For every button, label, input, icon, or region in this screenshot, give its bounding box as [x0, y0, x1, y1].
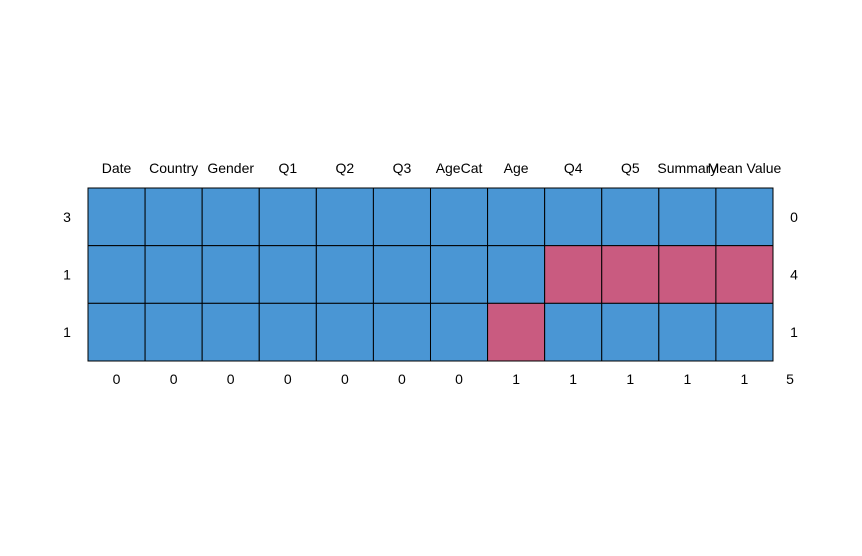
cell-observed: [144, 302, 203, 362]
column-label: Q2: [336, 160, 355, 176]
row-missing-total-label: 4: [790, 267, 798, 283]
column-missing-count-label: 0: [284, 371, 292, 387]
cell-observed: [544, 302, 603, 362]
column-labels: Date Country Gender Q1 Q2 Q3 AgeCat Age Q4 Q5 Summ…: [102, 160, 782, 176]
cell-observed: [658, 187, 717, 247]
cell-observed: [144, 245, 203, 304]
cell-observed: [715, 302, 774, 362]
cell-observed: [315, 302, 374, 362]
row-missing-total-label: 0: [790, 209, 798, 225]
cell-observed: [258, 302, 317, 362]
cell-observed: [372, 302, 431, 362]
column-missing-count-label: 1: [512, 371, 520, 387]
total-missing-label: 5: [786, 371, 794, 387]
cell-observed: [544, 187, 603, 247]
cell-missing: [487, 302, 546, 362]
cell-observed: [87, 187, 146, 247]
column-label: Summary: [657, 160, 717, 176]
cell-observed: [87, 245, 146, 304]
column-label: Age: [504, 160, 529, 176]
column-label: Q3: [393, 160, 412, 176]
cell-observed: [487, 187, 546, 247]
column-label: Country: [149, 160, 198, 176]
cell-missing: [601, 245, 660, 304]
cell-observed: [258, 245, 317, 304]
column-missing-count-label: 1: [569, 371, 577, 387]
column-label: Q4: [564, 160, 583, 176]
column-missing-count-label: 1: [626, 371, 634, 387]
column-label: Mean Value: [708, 160, 782, 176]
cell-missing: [715, 245, 774, 304]
row-count-label: 3: [63, 209, 71, 225]
cell-observed: [201, 302, 260, 362]
column-label: Q5: [621, 160, 640, 176]
row-missing-totals: 0 4 1: [790, 209, 798, 340]
cells-layer: [87, 187, 774, 362]
column-missing-count-label: 0: [455, 371, 463, 387]
cell-observed: [429, 302, 489, 362]
column-missing-count-label: 0: [398, 371, 406, 387]
column-missing-count-label: 0: [227, 371, 235, 387]
cell-missing: [544, 245, 603, 304]
column-label: Gender: [207, 160, 254, 176]
row-count-label: 1: [63, 324, 71, 340]
cell-observed: [487, 245, 546, 304]
cell-observed: [315, 187, 374, 247]
column-missing-count-label: 0: [170, 371, 178, 387]
cell-observed: [315, 245, 374, 304]
column-label: Date: [102, 160, 132, 176]
cell-observed: [429, 187, 489, 247]
column-missing-count-label: 0: [113, 371, 121, 387]
cell-observed: [144, 187, 203, 247]
column-missing-count-label: 1: [741, 371, 749, 387]
cell-observed: [715, 187, 774, 247]
column-missing-count-label: 1: [683, 371, 691, 387]
column-label: Q1: [278, 160, 297, 176]
cell-observed: [87, 302, 146, 362]
row-count-label: 1: [63, 267, 71, 283]
row-missing-total-label: 1: [790, 324, 798, 340]
cell-observed: [201, 245, 260, 304]
cell-observed: [372, 245, 431, 304]
cell-observed: [601, 302, 660, 362]
cell-observed: [601, 187, 660, 247]
cell-observed: [429, 245, 489, 304]
cell-missing: [658, 245, 717, 304]
cell-observed: [372, 187, 431, 247]
column-label: AgeCat: [436, 160, 483, 176]
cell-observed: [258, 187, 317, 247]
cell-observed: [658, 302, 717, 362]
cell-observed: [201, 187, 260, 247]
row-counts: 3 1 1: [63, 209, 71, 340]
column-missing-counts: 0 0 0 0 0 0 0 1 1 1 1 1 5: [113, 371, 794, 387]
column-missing-count-label: 0: [341, 371, 349, 387]
